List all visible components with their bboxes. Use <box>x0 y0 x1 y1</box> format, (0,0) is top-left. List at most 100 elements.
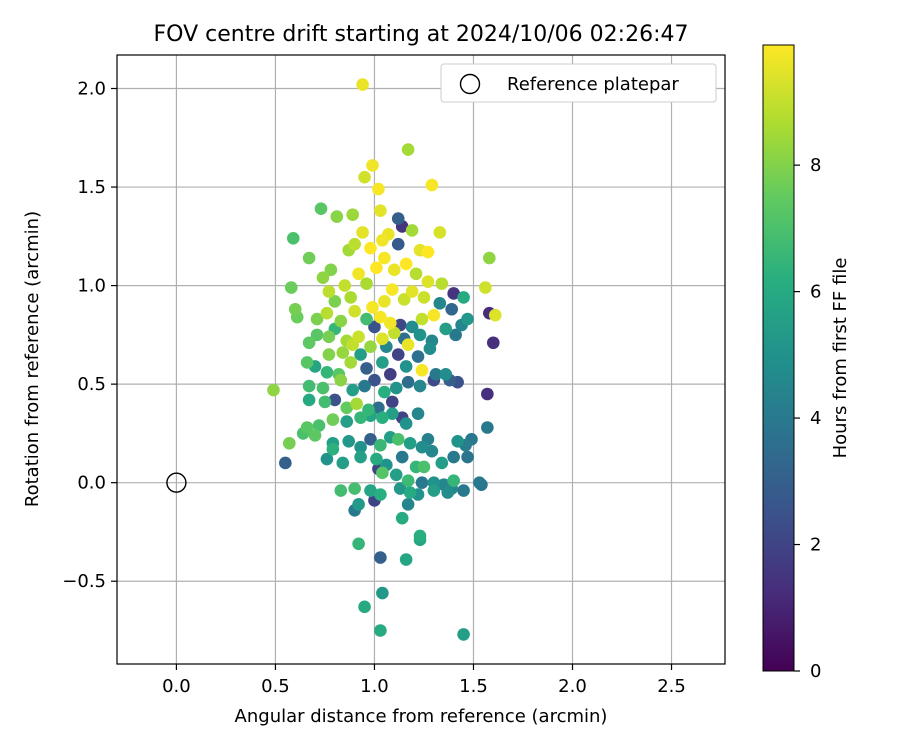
data-point <box>457 628 470 641</box>
data-point <box>374 488 387 501</box>
colorbar-tick-label: 8 <box>810 155 821 176</box>
data-point <box>393 482 407 495</box>
data-point <box>399 553 413 566</box>
data-point <box>399 257 413 271</box>
data-point <box>447 450 460 464</box>
data-point <box>370 261 383 275</box>
data-point <box>403 436 417 450</box>
grid <box>117 55 725 664</box>
data-point <box>427 484 441 497</box>
y-tick-label: 1.0 <box>77 276 106 297</box>
reference-marker-group <box>166 472 187 493</box>
data-point <box>374 438 387 452</box>
x-tick-label: 0.0 <box>162 676 191 697</box>
data-point <box>391 348 405 361</box>
data-point <box>350 397 363 411</box>
data-point <box>423 342 437 355</box>
data-point <box>401 375 415 389</box>
data-point <box>322 285 336 298</box>
data-point <box>358 379 371 393</box>
legend-label-reference: Reference platepar <box>507 74 679 95</box>
data-point <box>378 385 391 399</box>
data-point <box>376 411 389 424</box>
data-point <box>362 403 375 417</box>
data-point <box>413 328 427 342</box>
data-point <box>279 456 292 470</box>
data-point <box>405 320 419 334</box>
data-point <box>344 291 357 304</box>
data-point <box>318 395 332 409</box>
data-point <box>409 267 423 281</box>
colorbar-tick-label: 6 <box>810 282 821 303</box>
data-point <box>457 484 470 497</box>
data-point <box>366 159 379 172</box>
data-point <box>411 407 425 420</box>
data-point <box>447 474 460 488</box>
data-point <box>267 383 280 397</box>
data-point <box>352 537 365 551</box>
data-point <box>340 401 354 415</box>
data-point <box>488 308 502 322</box>
data-point <box>376 466 389 480</box>
data-point <box>403 486 417 499</box>
data-point <box>415 364 429 377</box>
data-point <box>360 362 373 375</box>
data-point <box>348 304 361 318</box>
data-point <box>413 379 427 393</box>
data-point <box>374 310 387 324</box>
legend-marker-reference <box>459 73 481 95</box>
data-point <box>330 210 344 223</box>
data-point <box>358 600 371 614</box>
data-point <box>376 586 389 600</box>
data-point <box>425 444 439 458</box>
data-point <box>439 322 453 336</box>
data-point <box>356 226 369 239</box>
x-tick-label: 1.0 <box>360 676 389 697</box>
data-point <box>411 350 425 363</box>
data-point <box>328 295 342 308</box>
data-point <box>429 367 443 381</box>
data-point <box>314 202 328 216</box>
data-point <box>354 450 367 464</box>
data-point <box>415 476 429 489</box>
data-point <box>391 433 405 446</box>
data-point <box>334 373 348 387</box>
colorbar-ticks: 0 2 4 6 8 <box>794 155 821 682</box>
data-point <box>370 452 383 466</box>
data-point <box>415 312 429 326</box>
data-point <box>384 367 397 381</box>
data-point <box>360 277 373 290</box>
colorbar-tick-label: 0 <box>810 661 821 682</box>
data-point <box>376 356 389 369</box>
data-point <box>322 330 336 344</box>
data-point <box>348 237 361 251</box>
data-point <box>302 336 316 350</box>
data-point <box>368 373 381 387</box>
data-point <box>387 326 401 340</box>
data-point <box>417 291 431 304</box>
chart-title: FOV centre drift starting at 2024/10/06 … <box>154 22 689 47</box>
data-point <box>447 287 460 300</box>
data-point <box>395 511 409 525</box>
data-point <box>374 204 387 217</box>
data-point <box>364 484 377 497</box>
data-point <box>348 482 361 495</box>
data-point <box>346 383 359 397</box>
data-point <box>338 279 352 292</box>
legend: Reference platepar <box>440 63 717 103</box>
data-point <box>302 393 316 407</box>
data-point <box>486 336 500 350</box>
data-point <box>356 78 369 91</box>
data-point <box>378 295 391 308</box>
data-point <box>399 360 413 373</box>
y-tick-label: 0.0 <box>77 473 106 494</box>
y-tick-label: 0.5 <box>77 374 106 395</box>
data-point <box>310 312 324 326</box>
x-tick-label: 0.5 <box>261 676 290 697</box>
data-point <box>399 417 413 430</box>
data-point <box>401 338 415 352</box>
data-point <box>451 434 464 448</box>
data-point <box>302 251 316 265</box>
